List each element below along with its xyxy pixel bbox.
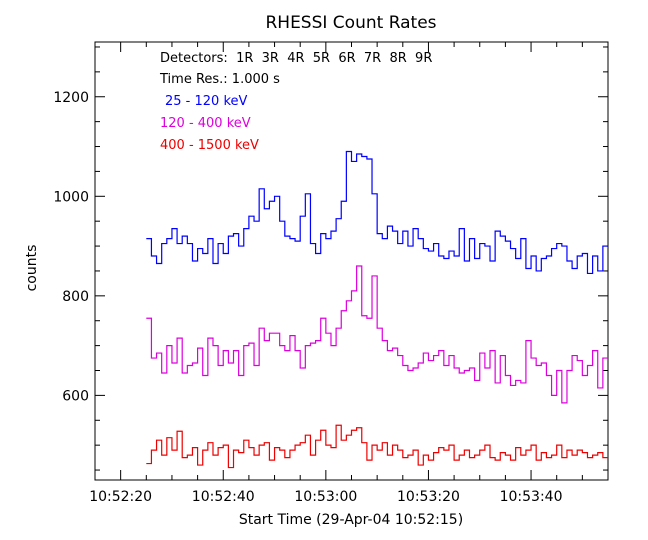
y-axis: 600 800 1000 1200 — [53, 46, 608, 471]
chart-title: RHESSI Count Rates — [265, 13, 436, 33]
x-axis-label: Start Time (29-Apr-04 10:52:15) — [239, 512, 463, 528]
y-axis-label: counts — [24, 245, 40, 292]
x-tick-label: 10:52:20 — [89, 489, 152, 505]
legend-entry-2: 400 - 1500 keV — [160, 138, 259, 153]
legend-entry-0: 25 - 120 keV — [165, 94, 248, 109]
x-tick-label: 10:53:20 — [397, 489, 460, 505]
y-tick-label: 800 — [62, 289, 89, 305]
x-axis: 10:52:20 10:52:40 10:53:00 10:53:20 10:53:40 — [89, 42, 583, 505]
y-tick-label: 600 — [62, 388, 89, 404]
x-tick-label: 10:53:00 — [294, 489, 357, 505]
y-tick-label: 1000 — [53, 189, 89, 205]
legend: 25 - 120 keV 120 - 400 keV 400 - 1500 keV — [160, 94, 259, 153]
legend-entry-1: 120 - 400 keV — [160, 116, 251, 131]
x-tick-label: 10:53:40 — [500, 489, 563, 505]
series-line-0 — [146, 150, 608, 275]
y-tick-label: 1200 — [53, 90, 89, 106]
x-tick-label: 10:52:40 — [192, 489, 255, 505]
series-line-2 — [146, 424, 608, 469]
series-line-1 — [146, 265, 608, 404]
time-resolution-annotation: Time Res.: 1.000 s — [159, 72, 280, 87]
series-group — [146, 150, 608, 469]
detectors-annotation: Detectors: 1R 3R 4R 5R 6R 7R 8R 9R — [160, 51, 432, 66]
